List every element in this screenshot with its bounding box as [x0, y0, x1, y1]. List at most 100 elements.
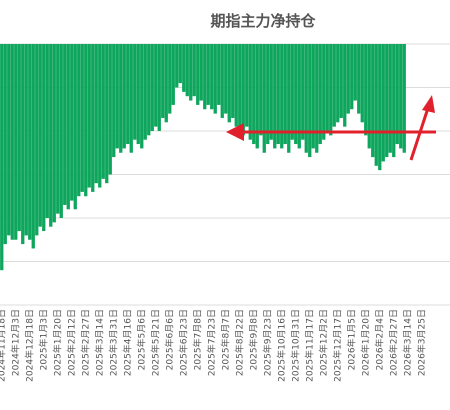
bar — [80, 44, 84, 192]
x-tick-label: 2025年12月17日 — [331, 309, 343, 382]
x-tick-label: 2025年2月27日 — [79, 309, 91, 376]
bar — [175, 44, 179, 88]
x-tick-label: 2026年2月27日 — [387, 309, 399, 376]
bar — [339, 44, 343, 118]
bar — [45, 44, 49, 218]
bar — [91, 44, 95, 192]
x-tick-label: 2025年6月23日 — [177, 309, 189, 376]
bar — [280, 44, 284, 149]
x-tick-label: 2024年12月3日 — [9, 309, 21, 376]
bar — [94, 44, 98, 184]
bar — [392, 44, 396, 158]
bar — [3, 44, 7, 245]
bar — [84, 44, 88, 197]
x-tick-label: 2025年3月14日 — [93, 309, 105, 376]
bar — [378, 44, 382, 171]
bar — [220, 44, 224, 118]
bar — [371, 44, 375, 158]
bar — [238, 44, 242, 131]
bar — [122, 44, 126, 149]
bar — [283, 44, 287, 145]
bar — [301, 44, 305, 140]
bar — [178, 44, 182, 84]
x-tick-label: 2025年4月16日 — [121, 309, 133, 376]
x-tick-label: 2025年5月21日 — [149, 309, 161, 376]
arrow-line — [409, 107, 430, 161]
bar — [367, 44, 371, 149]
x-tick-label: 2025年9月8日 — [247, 309, 259, 370]
bar — [119, 44, 123, 153]
bar — [224, 44, 228, 114]
bar — [0, 44, 4, 271]
x-tick-label: 2025年1月20日 — [51, 309, 63, 376]
bar — [297, 44, 301, 149]
bar — [101, 44, 105, 179]
annotation-arrows — [226, 95, 436, 161]
bar — [255, 44, 259, 149]
x-tick-label: 2025年8月7日 — [219, 309, 231, 370]
plot: 2024年11月18日 2024年12月3日 2024年12月18日 2025年1月3… — [0, 43, 450, 382]
bar — [24, 44, 28, 236]
bar — [14, 44, 18, 240]
bar — [276, 44, 280, 145]
bar — [206, 44, 210, 105]
bar — [73, 44, 77, 210]
bar — [49, 44, 53, 227]
bar — [157, 44, 161, 131]
bar — [182, 44, 186, 92]
x-tick-label: 2025年8月22日 — [233, 309, 245, 376]
bar — [290, 44, 294, 140]
bar — [164, 44, 168, 123]
bar — [346, 44, 350, 114]
bar — [357, 44, 361, 114]
bar — [87, 44, 91, 188]
bar — [168, 44, 172, 114]
bar — [133, 44, 137, 140]
bar — [77, 44, 81, 197]
bar — [42, 44, 46, 232]
x-tick-label: 2025年10月31日 — [289, 309, 301, 382]
x-tick-label: 2026年1月20日 — [359, 309, 371, 376]
bar — [269, 44, 273, 140]
arrow-head — [226, 123, 244, 141]
bar — [385, 44, 389, 158]
arrow-head — [422, 95, 435, 113]
x-tick-label: 2025年10月16日 — [275, 309, 287, 382]
bar — [150, 44, 154, 131]
bar — [52, 44, 56, 223]
bar — [402, 44, 406, 153]
x-tick-label: 2026年3月14日 — [401, 309, 413, 376]
x-tick-label: 2026年3月25日 — [415, 309, 427, 376]
bar — [10, 44, 14, 240]
bar — [66, 44, 70, 210]
bar — [192, 44, 196, 97]
bar — [266, 44, 270, 145]
bar — [304, 44, 308, 153]
bar — [59, 44, 63, 218]
bar — [231, 44, 235, 118]
bar — [129, 44, 133, 153]
bar — [161, 44, 165, 118]
bar — [136, 44, 140, 145]
bar — [318, 44, 322, 145]
bar — [70, 44, 74, 201]
bar — [147, 44, 151, 136]
bar — [185, 44, 189, 97]
bar — [108, 44, 112, 175]
bar — [189, 44, 193, 101]
bar — [38, 44, 42, 227]
bar — [98, 44, 102, 188]
x-tick-label: 2025年5月6日 — [135, 309, 147, 370]
x-tick-label: 2024年11月18日 — [0, 309, 7, 382]
bar — [364, 44, 368, 136]
bar — [143, 44, 147, 140]
bar — [140, 44, 144, 149]
bar — [336, 44, 340, 123]
bar — [196, 44, 200, 105]
bar — [329, 44, 333, 136]
bar — [56, 44, 60, 214]
x-tick-label: 2025年2月12日 — [65, 309, 77, 376]
bar — [395, 44, 399, 145]
bar — [210, 44, 214, 110]
bar — [259, 44, 263, 136]
